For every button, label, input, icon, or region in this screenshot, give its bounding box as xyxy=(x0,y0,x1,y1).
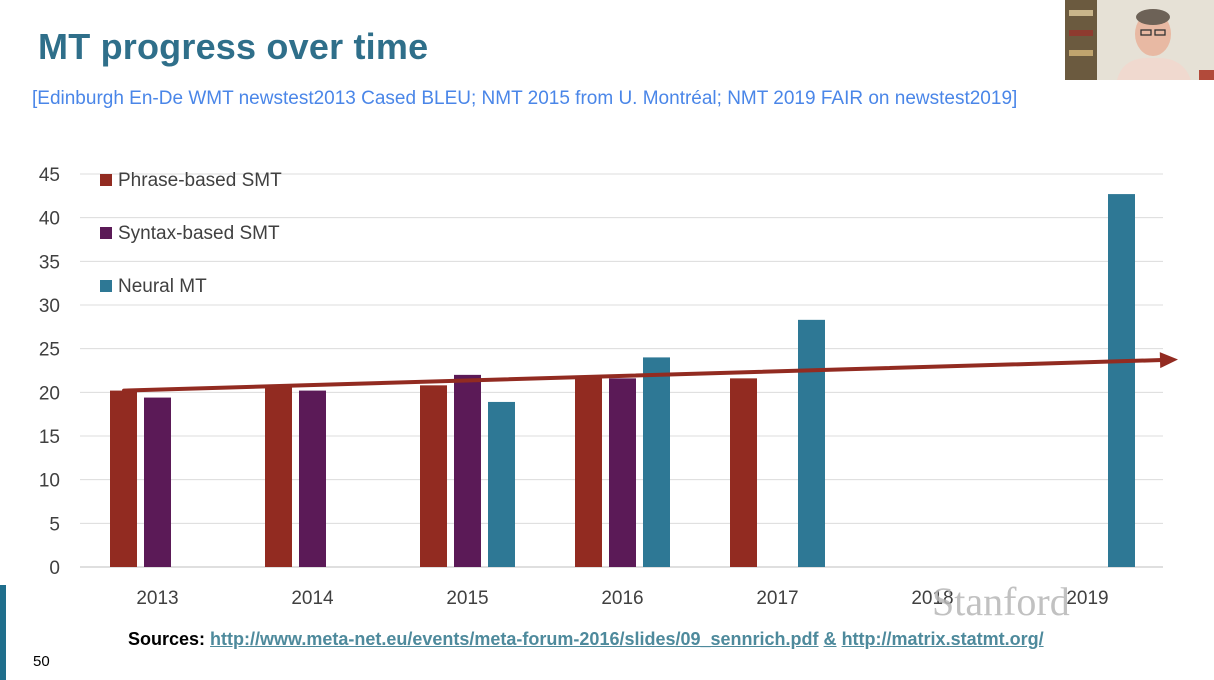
bar-syntax-based-smt-2016 xyxy=(609,378,636,567)
trend-arrow-head xyxy=(1159,352,1178,369)
slide-title: MT progress over time xyxy=(38,26,429,67)
bar-syntax-based-smt-2013 xyxy=(144,397,171,567)
x-tick-label: 2013 xyxy=(136,588,178,609)
y-tick-label: 45 xyxy=(39,165,60,186)
sources-line: Sources: http://www.meta-net.eu/events/m… xyxy=(128,629,1044,650)
left-accent-bar xyxy=(0,585,6,680)
bar-phrase-based-smt-2015 xyxy=(420,385,447,567)
source-link-statmt[interactable]: http://matrix.statmt.org/ xyxy=(841,629,1044,649)
y-tick-label: 15 xyxy=(39,427,60,448)
bar-syntax-based-smt-2014 xyxy=(299,390,326,567)
bar-syntax-based-smt-2015 xyxy=(454,374,481,567)
legend-label: Phrase-based SMT xyxy=(118,170,282,191)
y-tick-label: 0 xyxy=(49,558,60,579)
legend-label: Neural MT xyxy=(118,276,207,297)
y-tick-label: 35 xyxy=(39,252,60,273)
x-tick-label: 2015 xyxy=(446,588,488,609)
bar-neural-mt-2017 xyxy=(798,319,825,567)
x-tick-label: 2016 xyxy=(601,588,643,609)
bleu-bar-chart: 0 5 10 15 20 25 30 35 40 45 2013 2014 2015 2016 2017 20… xyxy=(39,165,1178,609)
y-tick-label: 20 xyxy=(39,383,60,404)
webcam-person-icon xyxy=(1065,0,1214,80)
bar-phrase-based-smt-2014 xyxy=(265,385,292,567)
sources-label: Sources: xyxy=(128,629,206,649)
bar-neural-mt-2015 xyxy=(488,401,515,567)
y-tick-label: 30 xyxy=(39,296,60,317)
bar-neural-mt-2016 xyxy=(643,357,670,567)
slide-subtitle: [Edinburgh En-De WMT newstest2013 Cased … xyxy=(32,88,1018,109)
page-number: 50 xyxy=(33,653,50,670)
x-tick-label: 2018 xyxy=(911,588,953,609)
bar-phrase-based-smt-2017 xyxy=(730,378,757,567)
bar-phrase-based-smt-2016 xyxy=(575,377,602,567)
legend-swatch xyxy=(100,280,112,292)
legend-swatch xyxy=(100,227,112,239)
y-tick-label: 40 xyxy=(39,209,60,230)
source-join: & xyxy=(823,629,837,649)
source-link-sennrich[interactable]: http://www.meta-net.eu/events/meta-forum… xyxy=(210,629,819,649)
webcam-thumbnail xyxy=(1065,0,1214,80)
x-tick-label: 2019 xyxy=(1066,588,1108,609)
x-tick-label: 2014 xyxy=(291,588,334,609)
y-tick-label: 5 xyxy=(49,514,60,535)
legend-swatch xyxy=(100,174,112,186)
bar-neural-mt-2019 xyxy=(1108,194,1135,567)
stanford-watermark: Stanford xyxy=(932,579,1070,624)
legend-label: Syntax-based SMT xyxy=(118,223,280,244)
y-tick-label: 25 xyxy=(39,340,60,361)
x-tick-label: 2017 xyxy=(756,588,798,609)
bar-phrase-based-smt-2013 xyxy=(110,390,137,567)
trend-arrow-line xyxy=(122,358,1164,393)
y-tick-label: 10 xyxy=(39,471,60,492)
